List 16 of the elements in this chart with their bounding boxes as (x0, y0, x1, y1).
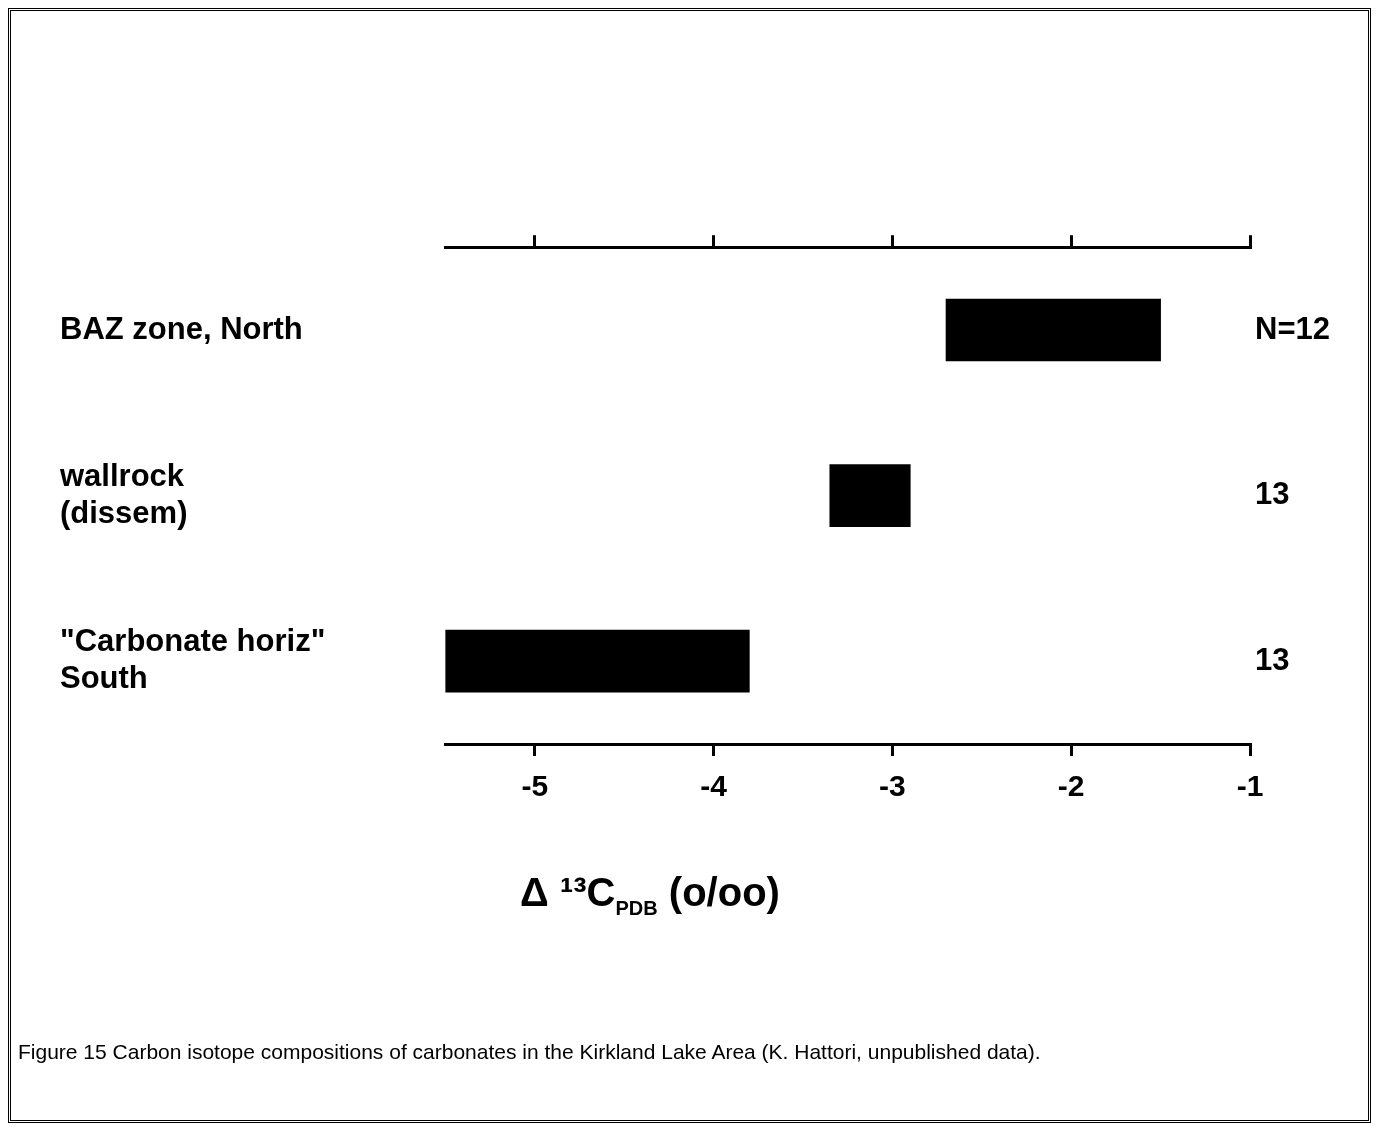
text: 13 (1255, 641, 1290, 677)
y-tick-label: "Carbonate horiz" South (60, 623, 326, 696)
x-tick-label: -1 (1236, 769, 1264, 803)
text: 13 (1255, 476, 1290, 512)
bar (445, 629, 750, 693)
y-tick-label: wallrock (dissem) (59, 457, 188, 530)
x-tick-label: -2 (1057, 769, 1085, 803)
caption: Figure 15 Carbon isotope compositions of carbonates in the Kirkland Lake Area (K. Hattori, unpublished data). (18, 1040, 1042, 1064)
x-tick-label: -4 (700, 769, 728, 803)
bar (829, 464, 911, 527)
x-axis-title: Δ ¹³C$_{PDB}$ (o/oo) (519, 870, 781, 920)
x-tick-label: -3 (879, 769, 906, 803)
bar (945, 298, 1161, 362)
y-tick-label: BAZ zone, North (60, 310, 303, 346)
x-tick-label: -5 (521, 769, 549, 803)
text: N=12 (1255, 310, 1330, 346)
